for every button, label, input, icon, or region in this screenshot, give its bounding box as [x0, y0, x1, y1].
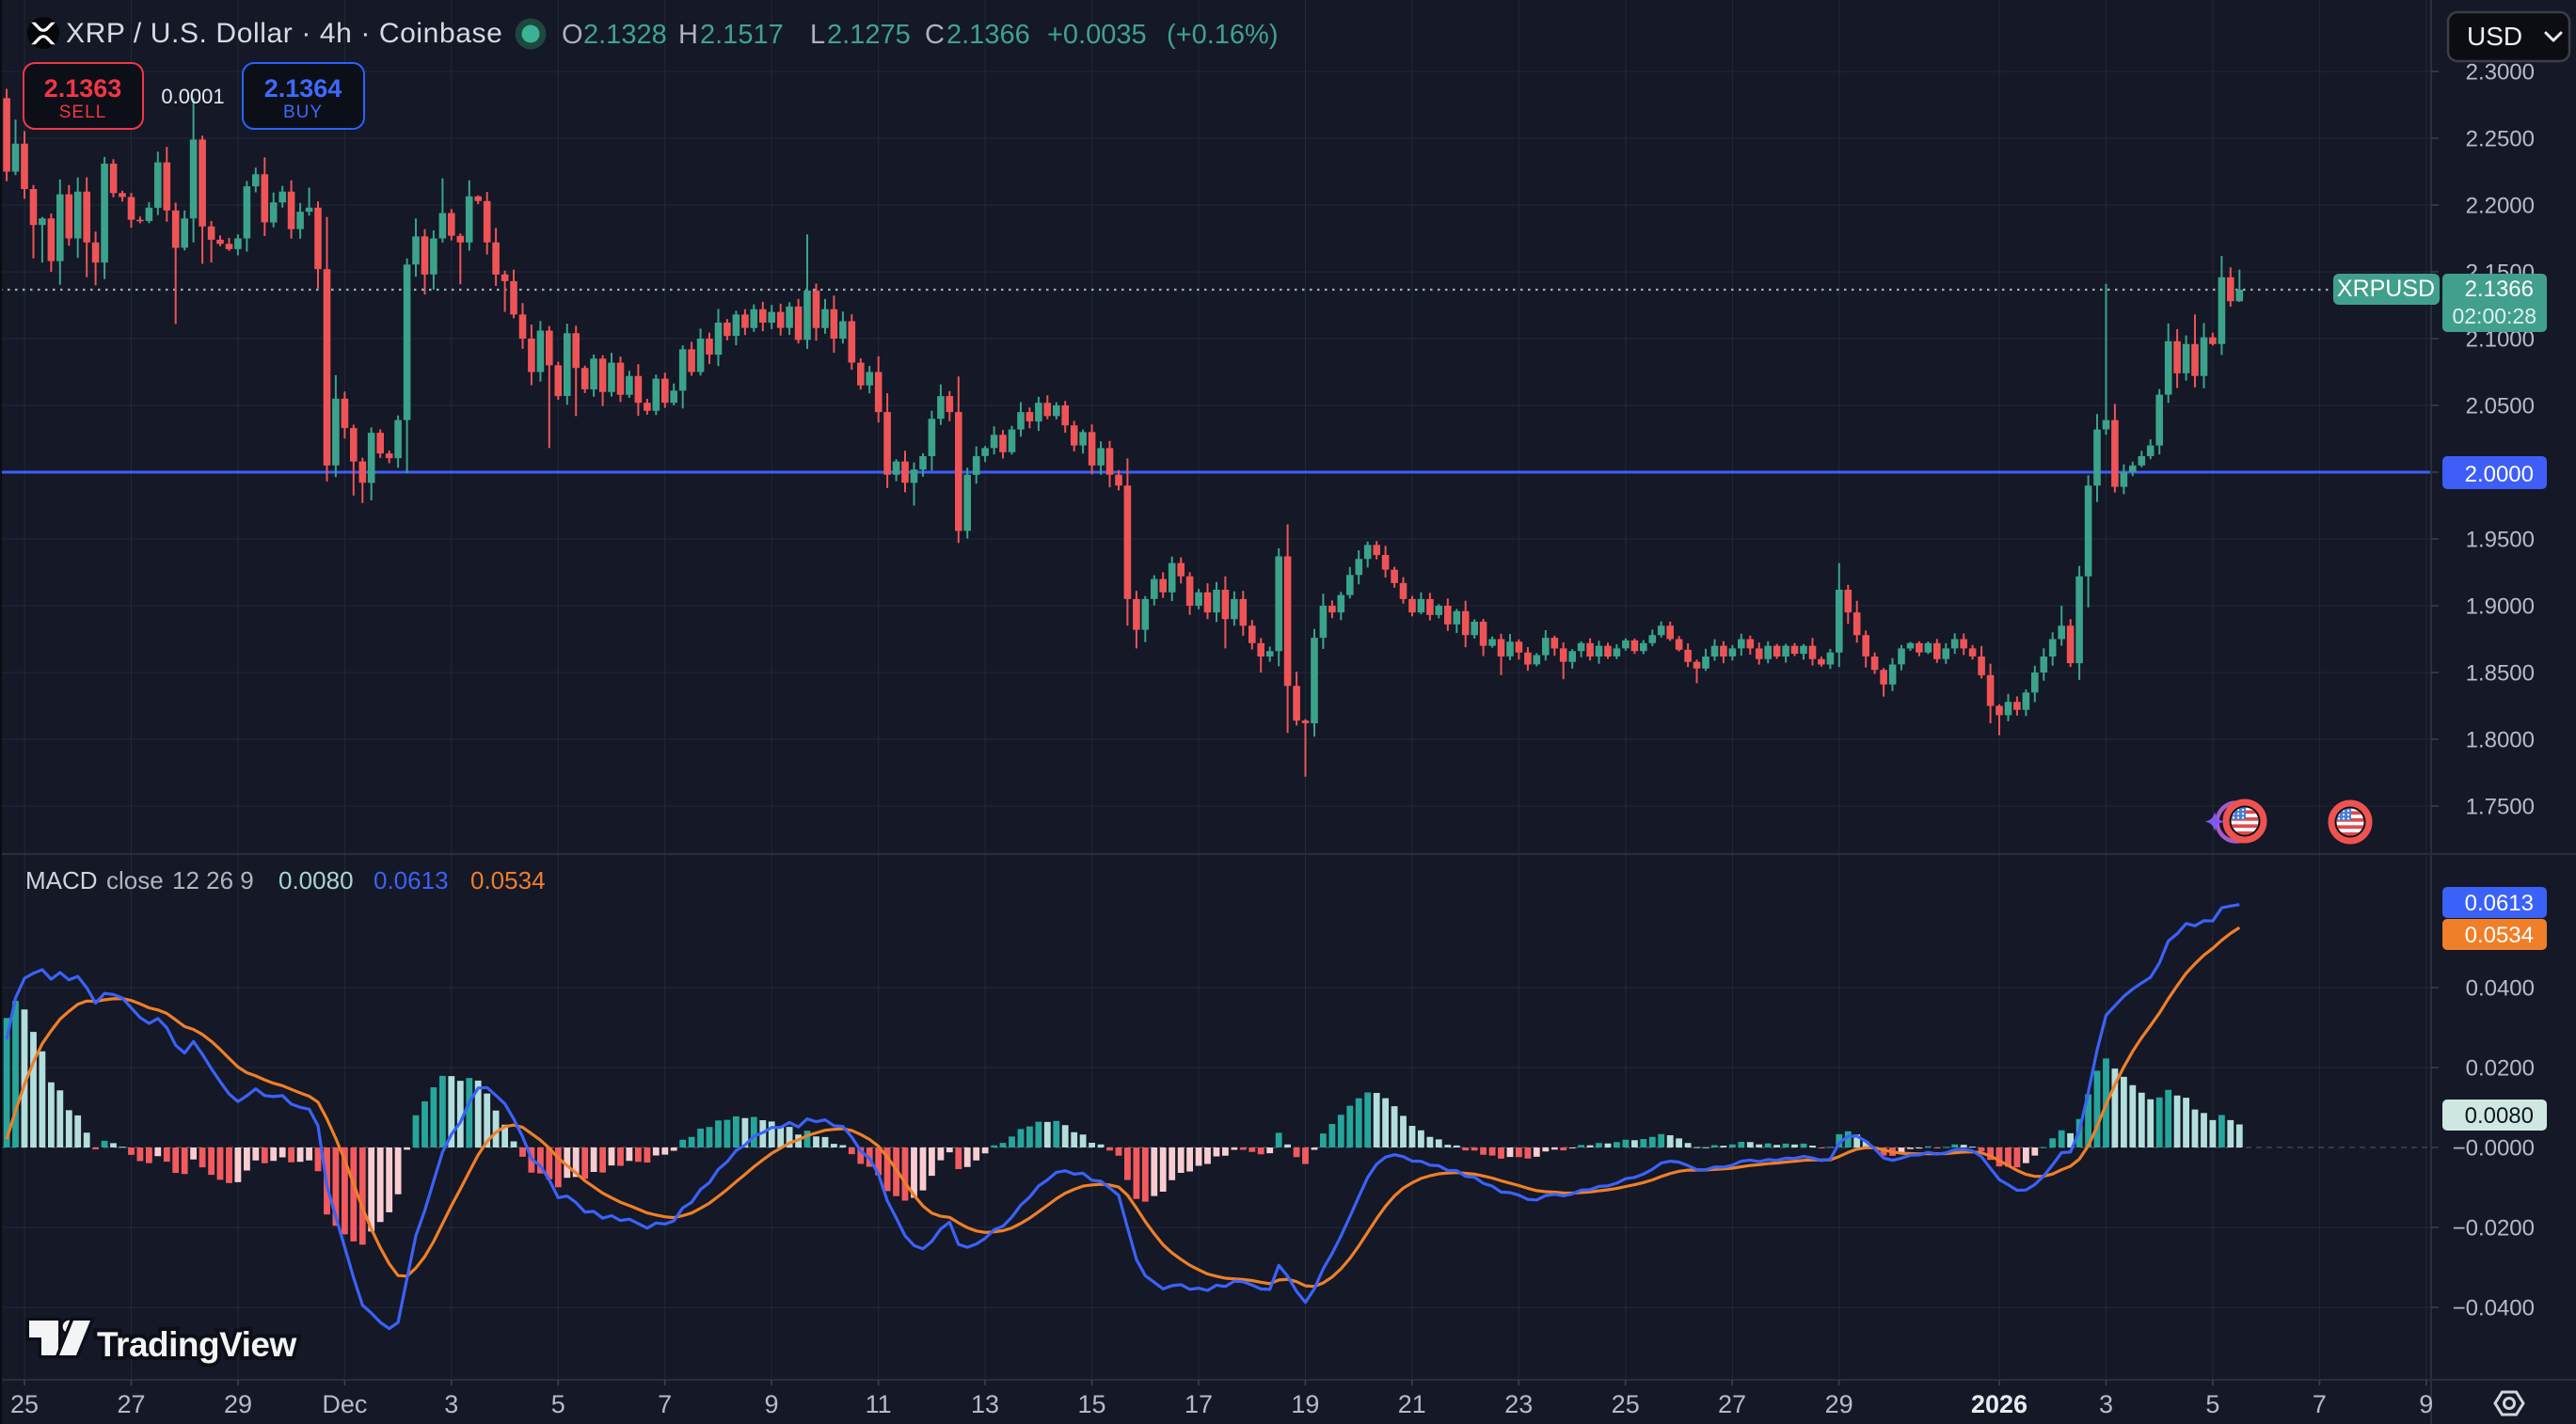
svg-text:2.2500: 2.2500	[2466, 127, 2535, 152]
svg-text:7: 7	[2313, 1390, 2327, 1418]
svg-text:1.8500: 1.8500	[2466, 661, 2535, 687]
svg-text:19: 19	[1291, 1390, 1319, 1418]
svg-text:SELL: SELL	[59, 103, 106, 122]
svg-text:H: H	[678, 20, 698, 50]
svg-text:11: 11	[866, 1390, 892, 1418]
svg-text:0.0200: 0.0200	[2466, 1056, 2535, 1082]
svg-text:25: 25	[1612, 1390, 1640, 1418]
svg-text:15: 15	[1077, 1390, 1105, 1418]
svg-text:2.0000: 2.0000	[2465, 462, 2534, 487]
svg-text:2026: 2026	[1971, 1390, 2027, 1418]
svg-text:0.0534: 0.0534	[2465, 923, 2534, 948]
svg-text:2.2000: 2.2000	[2466, 194, 2535, 219]
svg-text:(+0.16%): (+0.16%)	[1167, 20, 1278, 50]
svg-text:1.8000: 1.8000	[2466, 728, 2535, 753]
svg-text:1.9500: 1.9500	[2466, 528, 2535, 553]
svg-text:13: 13	[971, 1390, 999, 1418]
svg-text:close: close	[106, 866, 164, 894]
svg-text:2.1328: 2.1328	[583, 20, 667, 50]
svg-text:0.0613: 0.0613	[374, 866, 449, 894]
svg-text:BUY: BUY	[283, 103, 323, 122]
svg-text:XRPUSD: XRPUSD	[2337, 276, 2435, 302]
svg-text:27: 27	[1718, 1390, 1746, 1418]
svg-text:0.0534: 0.0534	[470, 866, 546, 894]
svg-text:0.0613: 0.0613	[2465, 891, 2534, 916]
svg-text:USD: USD	[2467, 22, 2522, 51]
svg-text:3: 3	[444, 1390, 458, 1418]
svg-text:0.0080: 0.0080	[278, 866, 354, 894]
svg-text:12 26 9: 12 26 9	[172, 866, 254, 894]
svg-text:02:00:28: 02:00:28	[2452, 304, 2536, 328]
svg-text:9: 9	[2419, 1390, 2433, 1418]
svg-text:25: 25	[10, 1390, 39, 1418]
svg-text:2.1366: 2.1366	[2465, 277, 2534, 302]
svg-text:−0.0000: −0.0000	[2453, 1136, 2535, 1162]
svg-text:−0.0400: −0.0400	[2453, 1296, 2535, 1321]
svg-text:21: 21	[1398, 1390, 1426, 1418]
svg-text:+0.0035: +0.0035	[1047, 20, 1147, 50]
svg-text:0.0400: 0.0400	[2466, 976, 2535, 1002]
svg-text:2.1364: 2.1364	[264, 74, 342, 103]
svg-text:MACD: MACD	[25, 866, 98, 894]
svg-text:2.1366: 2.1366	[946, 20, 1030, 50]
svg-text:C: C	[925, 20, 945, 50]
svg-text:2.0500: 2.0500	[2466, 394, 2535, 419]
svg-text:0.0080: 0.0080	[2465, 1103, 2534, 1129]
svg-text:7: 7	[658, 1390, 672, 1418]
svg-text:XRP / U.S. Dollar · 4h · Coinb: XRP / U.S. Dollar · 4h · Coinbase	[66, 18, 502, 49]
svg-text:TradingView: TradingView	[97, 1325, 296, 1364]
svg-text:29: 29	[224, 1390, 252, 1418]
svg-text:9: 9	[764, 1390, 778, 1418]
svg-text:Dec: Dec	[322, 1390, 367, 1418]
svg-text:2.1363: 2.1363	[44, 74, 122, 103]
svg-text:0.0001: 0.0001	[161, 85, 224, 108]
svg-text:27: 27	[117, 1390, 145, 1418]
svg-text:5: 5	[551, 1390, 565, 1418]
svg-text:1.7500: 1.7500	[2466, 795, 2535, 820]
svg-text:5: 5	[2205, 1390, 2219, 1418]
svg-text:L: L	[810, 20, 825, 50]
svg-text:29: 29	[1825, 1390, 1853, 1418]
svg-text:1.9000: 1.9000	[2466, 594, 2535, 620]
svg-text:−0.0200: −0.0200	[2453, 1216, 2535, 1242]
svg-text:2.1517: 2.1517	[700, 20, 784, 50]
svg-text:2.1275: 2.1275	[827, 20, 911, 50]
svg-text:2.3000: 2.3000	[2466, 60, 2535, 86]
svg-text:O: O	[562, 20, 583, 50]
svg-text:17: 17	[1185, 1390, 1213, 1418]
svg-text:3: 3	[2099, 1390, 2113, 1418]
svg-text:23: 23	[1504, 1390, 1533, 1418]
